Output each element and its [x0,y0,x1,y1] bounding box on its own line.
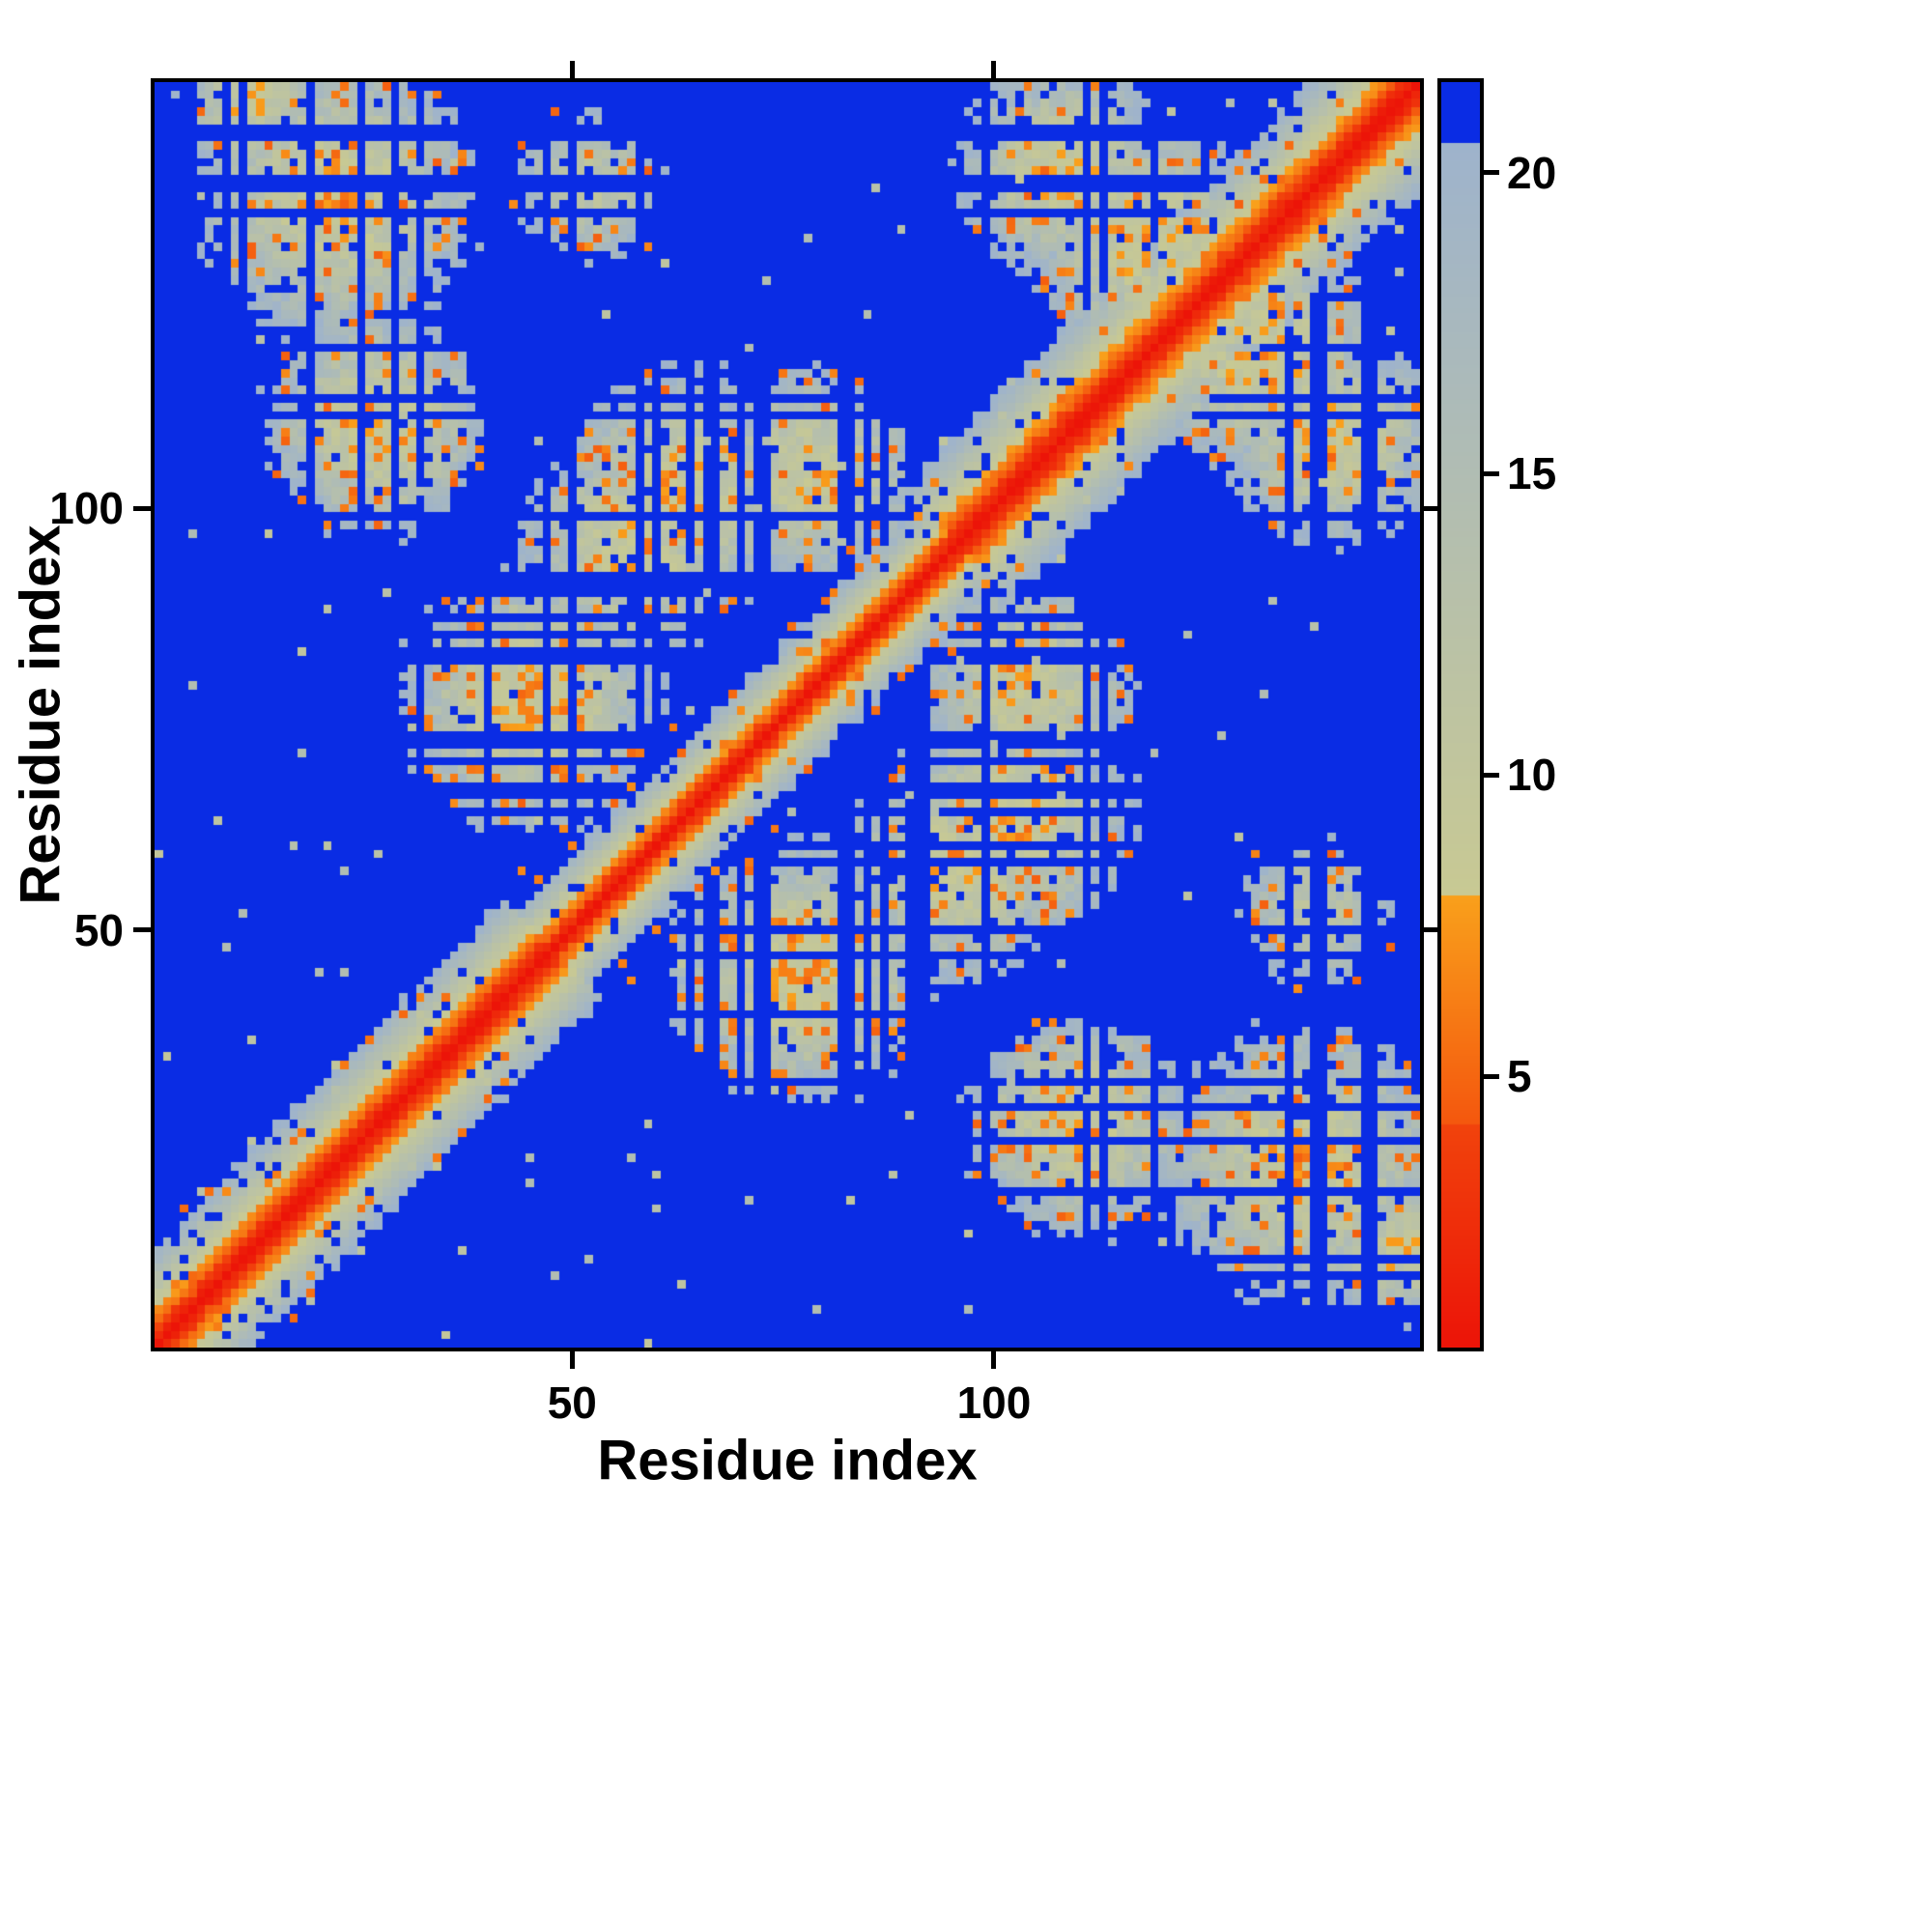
colorbar-tick-mark [1484,772,1499,778]
y-axis-label: Residue index [9,525,72,905]
x-axis-label: Residue index [597,1429,978,1492]
colorbar-tick-label: 15 [1507,448,1557,499]
colorbar-tick-label: 10 [1507,750,1557,801]
x-tick-mark-bottom [569,1351,575,1369]
x-tick-label: 50 [547,1378,597,1428]
x-tick-mark-top [569,61,575,78]
y-tick-label: 50 [73,904,124,955]
colorbar [1437,78,1484,1351]
colorbar-tick-label: 5 [1507,1051,1532,1102]
y-tick-label: 100 [49,483,124,534]
colorbar-tick-label: 20 [1507,147,1557,198]
x-tick-label: 100 [956,1378,1032,1428]
colorbar-tick-mark [1484,470,1499,476]
x-tick-mark-bottom [991,1351,997,1369]
colorbar-tick-mark [1484,1073,1499,1079]
colorbar-gradient [1441,82,1480,1348]
y-tick-mark-left [133,505,151,511]
x-tick-mark-top [991,61,997,78]
colorbar-tick-mark [1484,170,1499,176]
y-tick-mark-right [1424,927,1441,933]
heatmap-plot-area [151,78,1424,1351]
y-tick-mark-left [133,927,151,933]
distance-map-heatmap [155,82,1420,1348]
y-tick-mark-right [1424,505,1441,511]
